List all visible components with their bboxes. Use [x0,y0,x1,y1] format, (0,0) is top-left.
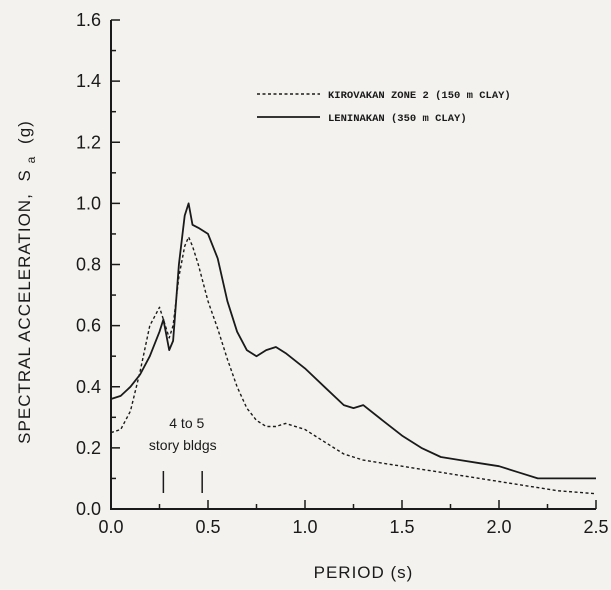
annotation-line-2: story bldgs [149,437,217,453]
x-tick-label: 1.5 [389,517,414,537]
y-axis-unit: (g) [15,120,34,144]
x-tick-label: 2.0 [486,517,511,537]
legend-label-leninakan: LENINAKAN (350 m CLAY) [328,113,467,125]
y-tick-label: 0.2 [76,438,101,458]
x-tick-label: 2.5 [583,517,608,537]
y-axis-label: SPECTRAL ACCELERATION, [15,193,34,444]
x-tick-label: 0.5 [195,517,220,537]
legend: KIROVAKAN ZONE 2 (150 m CLAY) LENINAKAN … [257,90,511,125]
y-axis-title: SPECTRAL ACCELERATION, S a (g) [15,120,39,444]
svg-text:SPECTRAL ACCELERATION,: SPECTRAL ACCELERATION, S a (g) [15,120,39,444]
series-lines [110,202,597,495]
x-tick-label: 0.0 [98,517,123,537]
y-tick-label: 0.0 [76,499,101,519]
y-axis-subscript: a [24,156,38,164]
y-tick-label: 1.4 [76,71,101,91]
y-tick-label: 1.6 [76,10,101,30]
y-tick-label: 1.2 [76,132,101,152]
y-tick-label: 0.6 [76,316,101,336]
annotation: 4 to 5 story bldgs [149,415,217,493]
annotation-line-1: 4 to 5 [169,415,204,431]
x-tick-label: 1.0 [292,517,317,537]
y-axis-symbol: S [15,169,34,181]
y-tick-label: 1.0 [76,193,101,213]
y-tick-label: 0.4 [76,377,101,397]
x-axis-title: PERIOD (s) [314,563,414,582]
y-tick-label: 0.8 [76,255,101,275]
series-line-kirovakan [110,236,597,495]
legend-label-kirovakan: KIROVAKAN ZONE 2 (150 m CLAY) [328,90,511,102]
series-line-leninakan [110,202,596,480]
ticks: 0.0 0.5 1.0 1.5 2.0 2.5 0.0 0.2 0.4 0.6 0.8 1.0 1.2 1… [76,10,609,537]
